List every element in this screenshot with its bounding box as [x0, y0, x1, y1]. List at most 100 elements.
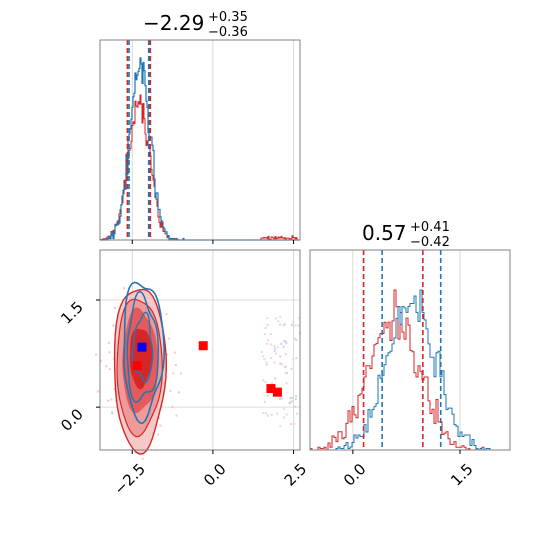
p2d-point [280, 397, 283, 400]
p2d-xtick-label-1: 0.0 [200, 460, 230, 490]
p2d-xtick-label-2: 2.5 [281, 460, 311, 490]
p2d-point [280, 363, 283, 366]
p2d-point [273, 347, 276, 350]
p2d-point [177, 391, 180, 394]
p2d-point [282, 407, 285, 410]
h2-hist-blue [310, 289, 510, 451]
p2d-point [274, 377, 277, 380]
p2d-point [279, 323, 282, 326]
h1-xticks [131, 240, 295, 244]
title-param-1: −2.29 +0.35 −0.36 [143, 10, 248, 40]
h2-grid [352, 250, 461, 450]
p2d-fill-red-core [129, 328, 153, 390]
title-1-median: −2.29 [143, 11, 204, 35]
p2d-point [294, 398, 297, 401]
p2d-yticks: 0.0 1.5 [57, 298, 100, 435]
p2d-point [294, 405, 297, 408]
p2d-ytick-label-1: 1.5 [57, 298, 87, 328]
p2d-point [263, 358, 266, 361]
h2-xticks: 0.0 1.5 [340, 450, 477, 490]
h1-hist-red [100, 94, 300, 241]
p2d-point [291, 396, 294, 399]
p2d-point [108, 351, 111, 354]
p2d-point [295, 338, 298, 341]
p2d-point [284, 353, 287, 356]
p2d-marker-blue [137, 342, 147, 352]
p2d-point [289, 397, 292, 400]
p2d-point [166, 353, 169, 356]
p2d-contour-blue-3 [131, 311, 154, 383]
p2d-point [270, 413, 273, 416]
p2d-point [271, 382, 274, 385]
p2d-marker-red-2 [266, 384, 276, 394]
p2d-xtick-label-0: −2.5 [111, 460, 149, 498]
p2d-point [275, 352, 278, 355]
p2d-point [285, 413, 288, 416]
p2d-point [284, 340, 287, 343]
p2d-point [112, 324, 115, 327]
p2d-point [262, 411, 265, 414]
title-2-median: 0.57 [362, 221, 407, 245]
p2d-point [295, 357, 298, 360]
p2d-contour-blue-1 [123, 281, 166, 424]
p2d-point [290, 368, 293, 371]
title-1-upper: +0.35 [208, 10, 248, 25]
p2d-ytick-label-0: 0.0 [57, 405, 87, 435]
p2d-point [113, 306, 116, 309]
p2d-point [292, 358, 295, 361]
p2d-point [295, 395, 298, 398]
h1-quantile-lines [126, 40, 152, 240]
h2-curves [309, 289, 510, 451]
p2d-xticks: −2.5 0.0 2.5 [111, 450, 311, 499]
p2d-point [279, 355, 282, 358]
title-1-lower: −0.36 [208, 25, 248, 40]
p2d-contour-red-1 [113, 288, 168, 455]
p2d-point [95, 353, 98, 356]
p2d-point [282, 416, 285, 419]
p2d-point [157, 417, 160, 420]
p2d-point [294, 324, 297, 327]
panel-hist-param-1 [99, 39, 301, 244]
p2d-point [113, 387, 116, 390]
p2d-point [295, 412, 298, 415]
p2d-point [159, 424, 162, 427]
p2d-marker-red-3 [272, 387, 282, 397]
p2d-point [290, 422, 293, 425]
p2d-point [277, 320, 280, 323]
p2d-point [273, 345, 276, 348]
p2d-point [274, 317, 277, 320]
p2d-point [269, 343, 272, 346]
p2d-point [262, 355, 265, 358]
p2d-point [284, 371, 287, 374]
panel-hist-param-2: 0.0 1.5 [309, 249, 511, 490]
p2d-point [109, 368, 112, 371]
p2d-point [279, 397, 282, 400]
p2d-point [273, 350, 276, 353]
p2d-point [110, 398, 113, 401]
p2d-markers [132, 341, 282, 397]
p2d-point [262, 379, 265, 382]
p2d-frame [99, 249, 301, 451]
p2d-point [266, 394, 269, 397]
p2d-point [279, 425, 282, 428]
p2d-point [96, 390, 99, 393]
p2d-point [265, 361, 268, 364]
p2d-point [123, 287, 126, 290]
p2d-point [285, 382, 288, 385]
title-2-upper: +0.41 [410, 220, 450, 235]
p2d-point [173, 351, 176, 354]
p2d-point [282, 345, 285, 348]
p2d-point [285, 371, 288, 374]
p2d-point [105, 365, 108, 368]
p2d-point [264, 381, 267, 384]
p2d-point [276, 412, 279, 415]
p2d-point [266, 323, 269, 326]
p2d-contour-blue-2 [126, 290, 159, 404]
p2d-point [107, 399, 110, 402]
p2d-point [283, 366, 286, 369]
p2d-point [273, 361, 276, 364]
p2d-point [174, 364, 177, 367]
p2d-point [260, 350, 263, 353]
p2d-point [263, 400, 266, 403]
